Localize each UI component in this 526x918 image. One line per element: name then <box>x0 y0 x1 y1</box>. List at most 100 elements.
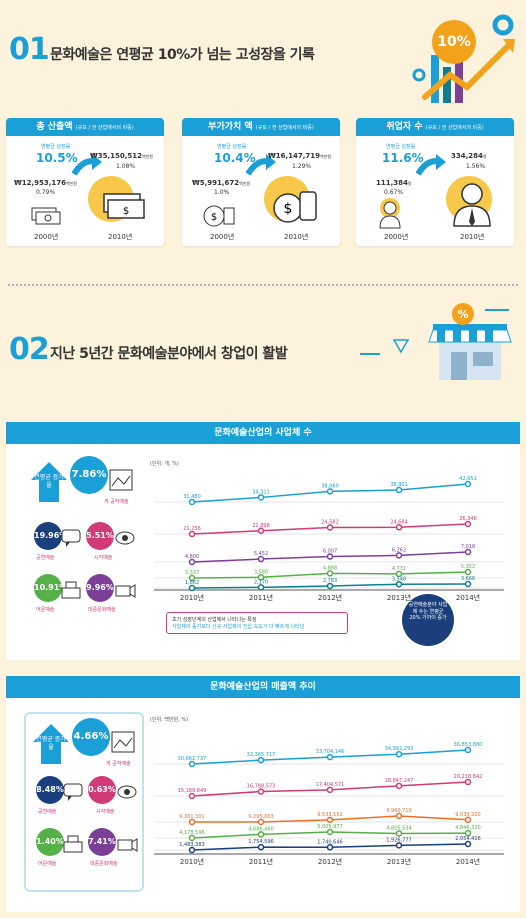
cat-fine-label: 게 공작예술 <box>104 499 129 505</box>
cat-visual-label: 시각예술 <box>94 555 113 561</box>
data-label: 4,731 <box>392 566 406 572</box>
growth-graphic-icon <box>412 14 515 103</box>
rate-visual-circle: 0.63% <box>88 776 116 804</box>
highlight-badge-text: 공연예술분야 사업체 수는 연평균 20% 가까이 증가 <box>408 602 448 621</box>
data-point <box>326 570 334 577</box>
data-point <box>464 778 472 786</box>
rate-label: 연평균 증가율 <box>34 474 64 489</box>
data-label: 21,256 <box>183 526 201 532</box>
stat-card-output: 총 산출액 (규모 / 전 산업에서의 비중) 연평균 성장률 10.5% ₩3… <box>6 118 164 246</box>
value-2010: ₩35,150,512백만원 <box>90 152 153 160</box>
data-point <box>326 786 334 794</box>
data-label: 9,960,719 <box>386 808 411 814</box>
data-point <box>257 584 265 591</box>
data-point <box>188 498 196 506</box>
note-title: 초기 성장단계의 산업에서 나타나는 특징 <box>172 617 257 623</box>
speech-bubble-icon <box>61 529 81 547</box>
typewriter-icon <box>61 581 81 599</box>
data-point <box>257 818 265 826</box>
card-subtitle: (규모 / 전 산업에서의 비중) <box>425 125 484 131</box>
data-point <box>464 829 472 837</box>
card-title: 취업자 수 <box>386 122 423 132</box>
rate-perf: 19.96% <box>34 531 68 540</box>
chart-unit: (단위: 백만원, %) <box>150 717 189 723</box>
growth-arrow-icon <box>72 154 102 176</box>
year-label-2000: 2000년 <box>34 233 59 241</box>
data-label: 38,901 <box>390 482 408 488</box>
data-point <box>395 552 403 559</box>
data-label: 4,178,596 <box>179 830 204 836</box>
data-label: 2,170 <box>254 579 268 585</box>
data-label: 3,337 <box>185 570 199 576</box>
year-label-2010: 2010년 <box>460 233 485 241</box>
data-point <box>257 527 265 535</box>
data-point <box>257 574 265 581</box>
rate-mass-circle: 9.96% <box>86 574 114 602</box>
data-label: 9,301,301 <box>179 814 204 820</box>
value-2000: ₩12,953,176백만원 <box>14 179 77 187</box>
growth-badge-text: 10% <box>437 34 471 50</box>
value-2000-amount: 111,384 <box>376 179 408 187</box>
stat-card-employment: 취업자 수 (규모 / 전 산업에서의 비중) 연평균 성장률 11.6% 33… <box>356 118 514 246</box>
card-header: 부가가치 액 (규모 / 전 산업에서의 비중) <box>182 118 340 136</box>
person-small-icon <box>379 201 401 229</box>
data-point <box>188 584 196 592</box>
x-tick-label: 2010년 <box>180 593 204 602</box>
rate-visual-circle: 5.51% <box>86 522 114 550</box>
rate-perf-circle: 19.96% <box>34 522 67 550</box>
data-label: 22,898 <box>252 523 270 529</box>
rate-lit-circle: 10.91% <box>34 574 67 602</box>
sales-chart: 30,662,737 32,365,717 33,704,146 34,992,293… <box>154 742 504 866</box>
x-tick-label: 2012년 <box>318 857 342 866</box>
data-label: 5,005,977 <box>317 824 342 830</box>
data-point <box>188 760 196 768</box>
rate-mass: 9.96% <box>86 583 114 592</box>
data-point <box>464 480 472 488</box>
x-tick-label: 2011년 <box>249 593 273 602</box>
data-label: 4,686,460 <box>248 826 273 832</box>
rate-legend: 연평균 증가율 4.66% 게 공작예술 8.48% 공연예술 0.63% 시각… <box>24 712 144 892</box>
card-subtitle: (규모 / 전 산업에서의 비중) <box>75 125 134 131</box>
data-point <box>395 812 403 820</box>
data-point <box>395 750 403 758</box>
note-box: 초기 성장단계의 산업에서 나타나는 특징 사업체의 증가보다 신규 사업체의 … <box>166 612 348 634</box>
section-number: 02 <box>9 332 50 367</box>
chart-title: 문화예술산업의 사업체 수 <box>6 422 520 444</box>
up-arrow-icon <box>33 724 69 764</box>
data-point <box>464 746 472 754</box>
data-label: 30,662,737 <box>178 756 207 762</box>
data-point <box>464 840 472 848</box>
camera-icon <box>117 838 138 852</box>
data-point <box>326 753 334 761</box>
rate-label: 연평균 성장률 <box>41 144 71 150</box>
data-point <box>188 834 196 842</box>
data-point <box>395 782 403 790</box>
data-label: 34,992,293 <box>385 746 414 752</box>
share-2010: 1.29% <box>292 163 312 170</box>
data-label: 2,783 <box>323 578 337 584</box>
data-point <box>395 524 403 531</box>
data-label: 4,888 <box>323 565 337 571</box>
share-2000: 1.0% <box>214 189 230 196</box>
chart-title: 문화예술산업의 매출액 추이 <box>6 676 520 698</box>
rate-visual: 5.51% <box>86 531 114 540</box>
eye-icon <box>115 531 135 545</box>
value-2000: 111,384명 <box>376 179 412 187</box>
data-point <box>188 574 196 582</box>
decor-line-icon <box>360 339 410 355</box>
data-point <box>326 488 334 495</box>
money-stack-icon: $ <box>103 193 145 219</box>
rate-label: 연평균 성장률 <box>386 144 416 150</box>
year-label-2000: 2000년 <box>210 233 235 241</box>
rate-mass-circle: 7.41% <box>88 828 116 856</box>
share-2010: 1.56% <box>466 163 486 170</box>
data-label: 42,651 <box>459 476 477 482</box>
x-tick-label: 2012년 <box>318 593 342 602</box>
data-point <box>188 818 196 826</box>
data-label: 38,060 <box>321 483 339 489</box>
data-point <box>464 520 472 528</box>
growth-arrow-icon <box>246 154 276 176</box>
data-label: 31,480 <box>183 494 201 500</box>
data-point <box>326 524 334 531</box>
data-label: 1,926,777 <box>386 837 411 843</box>
